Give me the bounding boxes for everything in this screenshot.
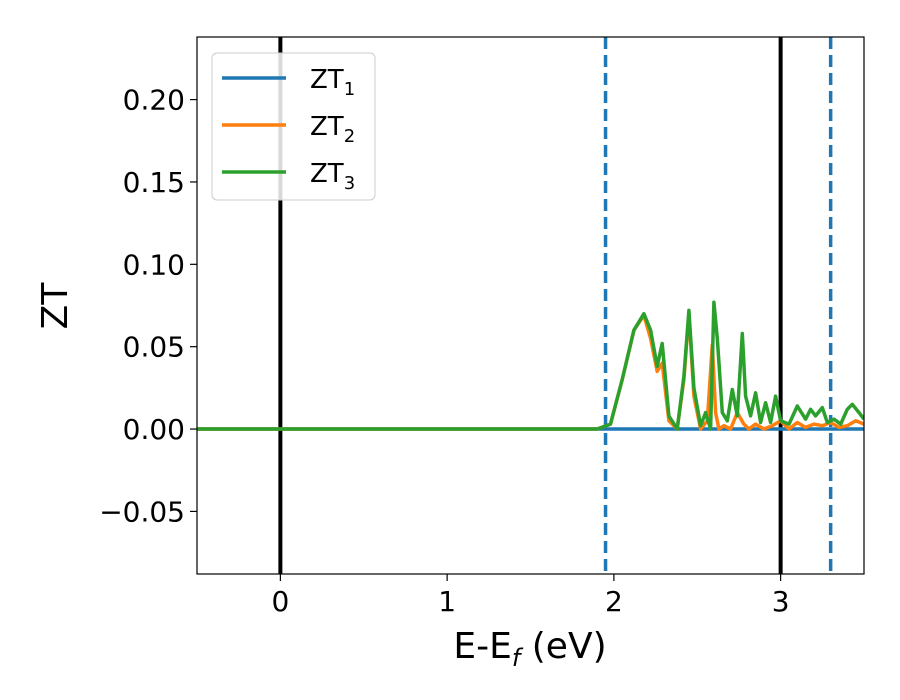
legend-label-ZT2: ZT2 <box>310 112 355 147</box>
y-tick-label: 0.00 <box>123 413 185 446</box>
y-tick-label: 0.15 <box>123 166 185 199</box>
x-axis-label: E-Ef (eV) <box>453 626 606 672</box>
legend-label-ZT1: ZT1 <box>310 65 355 100</box>
y-tick-label: 0.20 <box>123 84 185 117</box>
x-tick-label: 0 <box>271 585 289 618</box>
x-axis: 0 1 2 3 <box>271 574 790 618</box>
legend-label-ZT3: ZT3 <box>310 159 355 194</box>
y-axis-label: ZT <box>35 282 76 330</box>
x-tick-label: 1 <box>438 585 456 618</box>
y-axis: −0.05 0.00 0.05 0.10 0.15 0.20 <box>99 84 197 528</box>
y-tick-label: 0.10 <box>123 248 185 281</box>
legend-box <box>211 52 376 201</box>
x-tick-label: 3 <box>772 585 790 618</box>
plot-frame <box>196 36 865 575</box>
series-lines <box>197 300 864 431</box>
x-tick-label: 2 <box>605 585 623 618</box>
legend: ZT1 ZT2 ZT3 <box>211 52 376 201</box>
x-axis-label-unit: (eV) <box>520 626 606 667</box>
series-line-ZT3 <box>197 300 864 431</box>
x-axis-label-main: E-E <box>453 626 511 667</box>
y-tick-label: −0.05 <box>99 495 185 528</box>
y-tick-label: 0.05 <box>123 331 185 364</box>
